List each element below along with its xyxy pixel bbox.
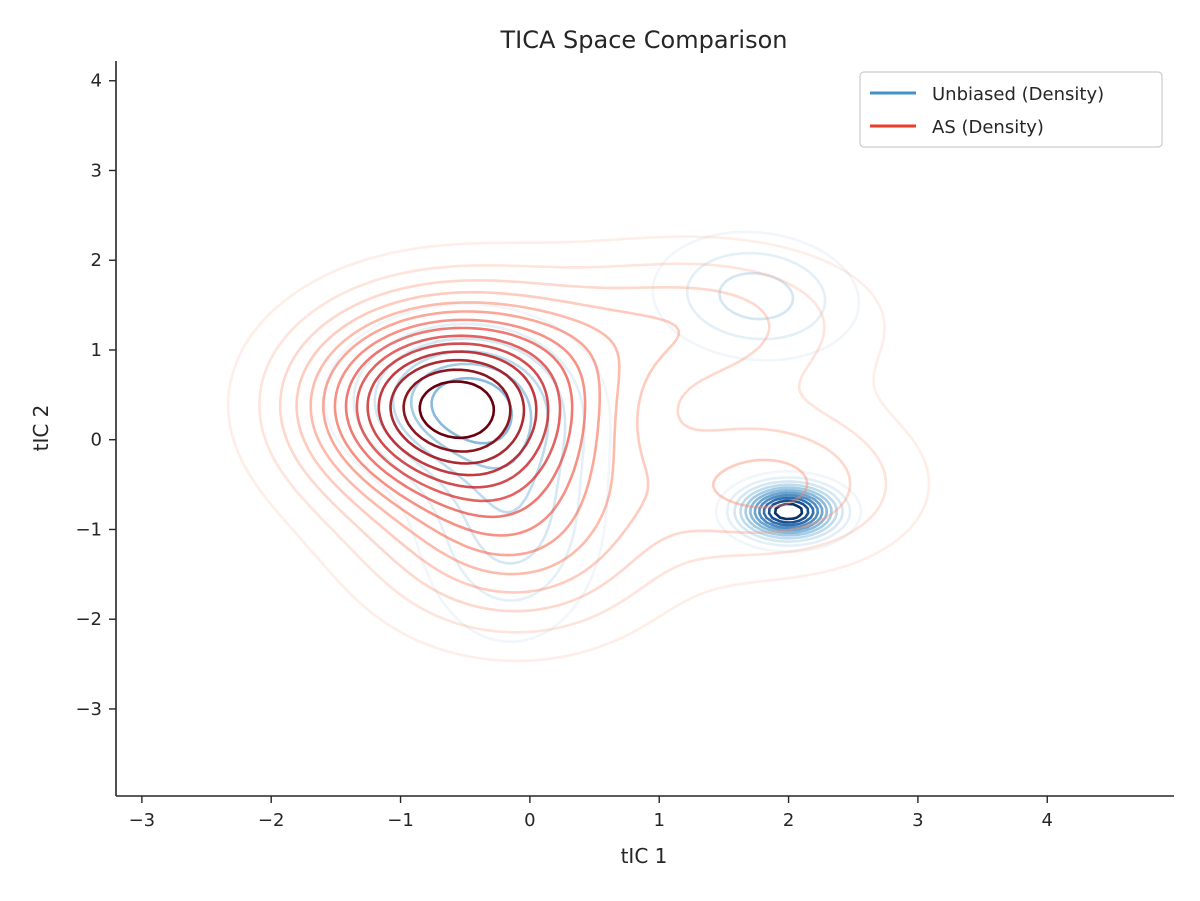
y-tick-label: −2 <box>75 609 102 630</box>
contour-line <box>373 271 844 565</box>
legend-label-as: AS (Density) <box>932 117 1044 138</box>
x-tick-label: 2 <box>783 810 794 831</box>
x-tick-label: 4 <box>1042 810 1053 831</box>
chart-title: TICA Space Comparison <box>499 26 787 54</box>
contour-line <box>753 491 824 532</box>
x-tick-label: −1 <box>387 810 414 831</box>
y-tick-label: 4 <box>91 71 102 92</box>
contour-line <box>278 279 852 613</box>
contour-line <box>762 496 815 527</box>
contour-line <box>389 358 526 465</box>
x-tick-label: 3 <box>912 810 923 831</box>
contour-line <box>258 262 888 634</box>
contour-plot-area <box>226 230 931 663</box>
contour-series <box>226 235 931 663</box>
contour-line <box>402 368 512 453</box>
x-tick-label: 0 <box>524 810 535 831</box>
contour-line <box>773 502 804 521</box>
contour-line <box>758 494 819 530</box>
contour-line <box>377 350 538 477</box>
y-tick-label: −1 <box>75 519 102 540</box>
legend-label-unbiased: Unbiased (Density) <box>932 84 1104 105</box>
contour-line <box>309 301 621 576</box>
y-tick-label: 1 <box>91 340 102 361</box>
y-tick-label: 0 <box>91 430 102 451</box>
contour-line <box>333 318 587 537</box>
contour-line <box>322 310 601 557</box>
y-tick-label: 2 <box>91 250 102 271</box>
contour-line <box>366 342 550 489</box>
contour-line <box>355 334 562 503</box>
x-axis-label: tIC 1 <box>621 844 668 868</box>
y-axis-label: tIC 2 <box>29 405 53 452</box>
contour-line <box>226 235 931 663</box>
y-tick-label: −3 <box>75 699 102 720</box>
x-tick-label: −2 <box>258 810 285 831</box>
x-tick-label: −3 <box>129 810 156 831</box>
contour-line <box>418 380 496 440</box>
legend-box <box>859 71 1163 148</box>
y-tick-label: 3 <box>91 160 102 181</box>
legend: Unbiased (Density) AS (Density) <box>859 71 1163 148</box>
axes <box>115 61 1174 797</box>
contour-line <box>344 326 574 519</box>
x-ticks: −3 −2 −1 0 1 2 3 4 <box>129 796 1053 831</box>
x-tick-label: 1 <box>654 810 665 831</box>
contour-line <box>767 499 810 524</box>
y-ticks: −3 −2 −1 0 1 2 3 4 <box>75 71 116 720</box>
contour-line <box>295 290 809 594</box>
